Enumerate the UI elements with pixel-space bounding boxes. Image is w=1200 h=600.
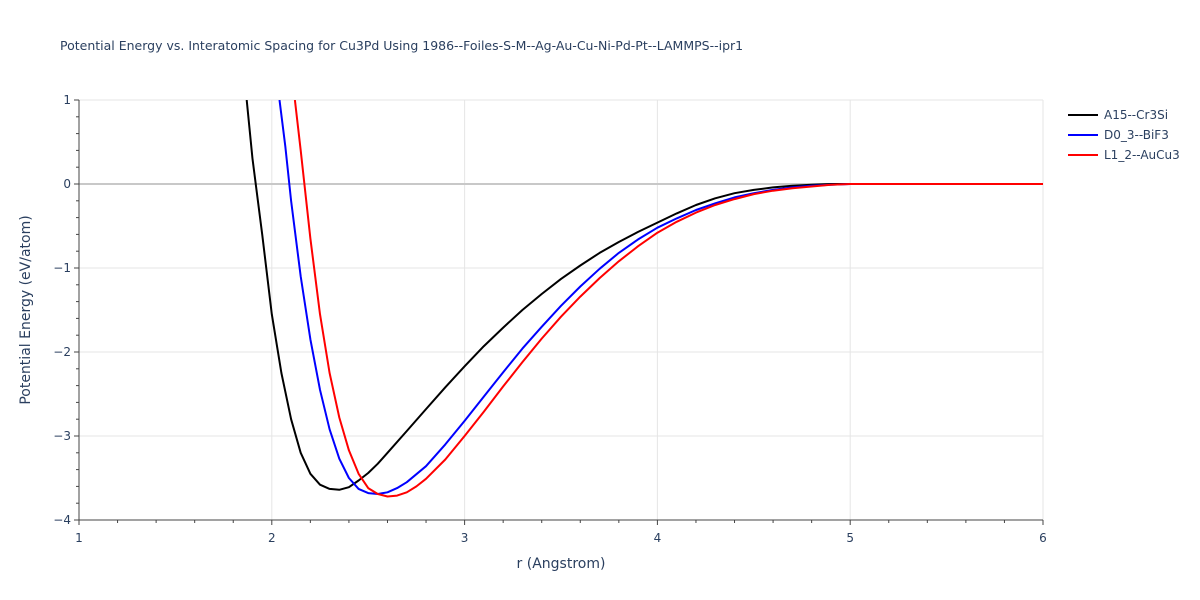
legend-item-label[interactable]: L1_2--AuCu3 <box>1104 148 1180 162</box>
x-tick-label: 6 <box>1039 531 1047 545</box>
x-axis-label: r (Angstrom) <box>517 556 606 572</box>
series-line <box>293 100 1043 498</box>
x-tick-label: 2 <box>268 531 276 545</box>
chart-title: Potential Energy vs. Interatomic Spacing… <box>60 38 743 53</box>
axes: 1 2 3 4 5 6 1 0 −1 −2 −3 −4 <box>53 93 1047 545</box>
y-tick-label: −1 <box>53 261 71 275</box>
x-tick-label: 1 <box>75 531 83 545</box>
x-tick-label: 5 <box>846 531 854 545</box>
y-tick-label: −4 <box>53 513 71 527</box>
legend[interactable]: A15--Cr3Si D0_3--BiF3 L1_2--AuCu3 <box>1068 108 1180 162</box>
legend-item-label[interactable]: D0_3--BiF3 <box>1104 128 1169 142</box>
series-line <box>245 100 1043 491</box>
legend-item-label[interactable]: A15--Cr3Si <box>1104 108 1168 122</box>
y-tick-label: 0 <box>63 177 71 191</box>
y-tick-label: −3 <box>53 429 71 443</box>
plot-area <box>245 100 1043 498</box>
x-tick-label: 3 <box>461 531 469 545</box>
x-tick-label: 4 <box>654 531 662 545</box>
y-axis-label: Potential Energy (eV/atom) <box>18 215 34 404</box>
y-tick-label: −2 <box>53 345 71 359</box>
y-tick-label: 1 <box>63 93 71 107</box>
